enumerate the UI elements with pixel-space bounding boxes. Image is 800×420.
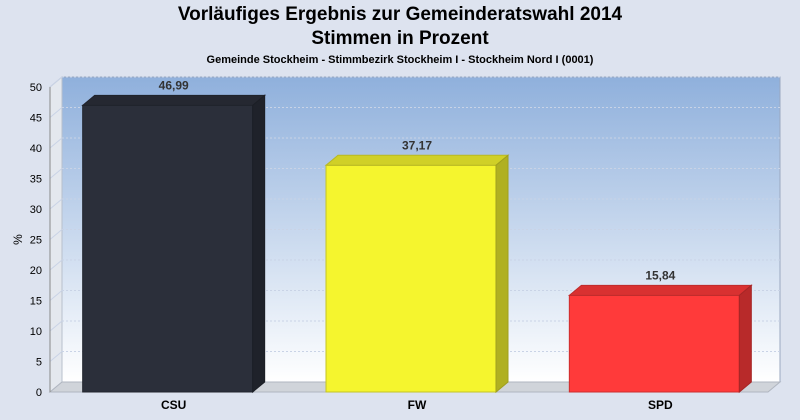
x-tick-label: CSU [161, 398, 186, 412]
y-tick-label: 0 [36, 387, 42, 399]
bar-top [567, 284, 753, 296]
gridline-side [49, 168, 63, 179]
bar-side [495, 154, 509, 394]
chart-title: Vorläufiges Ergebnis zur Gemeinderatswah… [177, 4, 623, 25]
bar-side [738, 284, 752, 394]
data-label: 15,84 [645, 268, 675, 282]
y-tick-label: 10 [30, 326, 42, 338]
data-label: 46,99 [159, 78, 189, 92]
gridline-side [49, 290, 63, 301]
bar-top [81, 94, 267, 106]
x-tick-label: SPD [648, 398, 673, 412]
y-tick-label: 35 [30, 174, 42, 186]
y-axis-label: % [11, 234, 25, 245]
gridline-side [49, 229, 63, 240]
y-tick-label: 20 [30, 265, 42, 277]
gridline-side [49, 320, 63, 332]
y-tick-label: 30 [30, 204, 42, 216]
bar-side [252, 94, 266, 394]
y-tick-label: 50 [30, 82, 42, 94]
bar-top [324, 154, 510, 166]
y-tick-label: 45 [30, 113, 42, 125]
gridline-side [49, 107, 63, 118]
gridline-side [49, 351, 63, 362]
chart-subsubtitle: Gemeinde Stockheim - Stimmbezirk Stockhe… [206, 54, 594, 66]
bar [325, 164, 497, 393]
gridline-side [49, 137, 63, 149]
y-tick-label: 25 [30, 235, 42, 247]
gridline-side [49, 198, 63, 210]
bar [568, 294, 740, 393]
x-tick-label: FW [408, 398, 427, 412]
y-tick-label: 5 [36, 357, 42, 369]
gridline-side [49, 259, 63, 271]
y-tick-label: 40 [30, 143, 42, 155]
bar [82, 104, 254, 393]
data-label: 37,17 [402, 138, 432, 152]
gridline-side [49, 76, 63, 88]
y-tick-label: 15 [30, 296, 42, 308]
chart-subtitle: Stimmen in Prozent [311, 28, 489, 49]
